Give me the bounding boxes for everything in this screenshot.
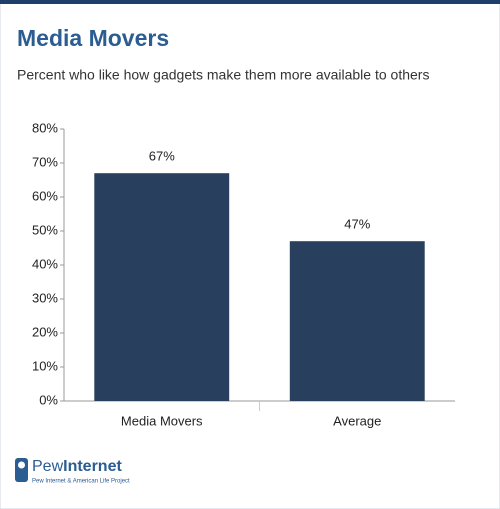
logo-tagline: Pew Internet & American Life Project	[32, 479, 130, 485]
bar	[94, 173, 230, 401]
value-label: 67%	[149, 149, 175, 164]
value-label: 47%	[344, 217, 370, 232]
y-tick-label: 80%	[32, 120, 58, 135]
y-tick-label: 60%	[32, 188, 58, 203]
logo-brand-second: Internet	[63, 458, 122, 475]
y-tick-label: 10%	[32, 358, 58, 373]
logo-brand-first: Pew	[32, 458, 64, 475]
top-bar	[0, 0, 500, 4]
x-tick-label: Average	[333, 413, 381, 428]
logo-brand: PewInternet	[32, 458, 122, 475]
x-tick-label: Media Movers	[121, 413, 203, 428]
bar	[289, 241, 425, 401]
y-tick-label: 50%	[32, 222, 58, 237]
logo: PewInternet Pew Internet & American Life…	[15, 458, 130, 485]
chart-title: Media Movers	[17, 25, 169, 51]
chart-subtitle: Percent who like how gadgets make them m…	[17, 67, 429, 83]
logo-icon-dot	[18, 461, 25, 469]
y-tick-label: 0%	[39, 392, 58, 407]
y-tick-label: 30%	[32, 290, 58, 305]
y-tick-label: 70%	[32, 154, 58, 169]
y-tick-label: 40%	[32, 256, 58, 271]
y-tick-label: 20%	[32, 324, 58, 339]
